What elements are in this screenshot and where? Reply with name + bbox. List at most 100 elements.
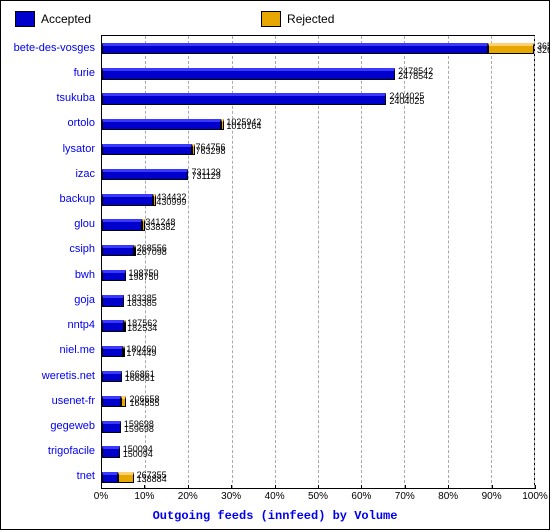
bar-accepted xyxy=(102,194,153,205)
bar-accepted xyxy=(102,295,124,306)
x-tick-label: 30% xyxy=(221,491,241,502)
bar-accepted xyxy=(102,270,126,281)
value-label-bottom: 430999 xyxy=(156,198,186,207)
y-axis-label[interactable]: tnet xyxy=(77,470,95,482)
bar-accepted xyxy=(102,169,188,180)
bar-rejected xyxy=(142,219,145,230)
y-axis-label[interactable]: usenet-fr xyxy=(52,395,95,407)
grid-line xyxy=(491,36,492,488)
plot-area: bete-des-vosges furie tsukuba ortolo lysator… xyxy=(1,35,549,489)
value-label-bottom: 138884 xyxy=(137,475,167,484)
y-axis-label[interactable]: niel.me xyxy=(60,344,95,356)
x-tick-mark xyxy=(144,485,145,489)
bar-rejected xyxy=(123,346,126,357)
x-tick-mark xyxy=(361,485,362,489)
x-tick-mark xyxy=(492,485,493,489)
legend: Accepted Rejected xyxy=(1,5,549,33)
x-tick-mark xyxy=(318,485,319,489)
bars-region: 3652777326561124785422478542240402524040… xyxy=(101,35,535,489)
bar-rejected xyxy=(124,320,127,331)
y-axis-label[interactable]: tsukuba xyxy=(56,92,95,104)
bar-accepted xyxy=(102,421,121,432)
bar-accepted xyxy=(102,245,134,256)
x-tick-mark xyxy=(448,485,449,489)
x-axis: 0% 10% 20% 30% 40% 50% 60% 70% 80% 90% 100% Outgoi… xyxy=(1,489,549,529)
x-tick-mark xyxy=(405,485,406,489)
y-axis-label[interactable]: lysator xyxy=(63,143,95,155)
y-axis-label[interactable]: bwh xyxy=(75,269,95,281)
bar-rejected xyxy=(121,396,126,407)
x-axis-title: Outgoing feeds (innfeed) by Volume xyxy=(1,509,549,523)
value-label-bottom: 267098 xyxy=(137,248,167,257)
y-axis-label[interactable]: glou xyxy=(74,218,95,230)
bar-accepted xyxy=(102,43,488,54)
y-axis-label[interactable]: ortolo xyxy=(67,117,95,129)
value-label-bottom: 183385 xyxy=(127,299,157,308)
x-tick-mark xyxy=(535,485,536,489)
x-tick-label: 10% xyxy=(134,491,154,502)
y-axis-label[interactable]: csiph xyxy=(69,243,95,255)
bar-accepted xyxy=(102,371,122,382)
x-tick-label: 40% xyxy=(265,491,285,502)
bar-rejected xyxy=(153,194,156,205)
bar-accepted xyxy=(102,346,123,357)
legend-swatch xyxy=(261,11,281,27)
x-tick-label: 90% xyxy=(482,491,502,502)
legend-item: Rejected xyxy=(261,11,334,27)
value-label-bottom: 182534 xyxy=(127,324,157,333)
value-label-bottom: 174449 xyxy=(126,349,156,358)
legend-item: Accepted xyxy=(15,11,91,27)
value-label-bottom: 1010164 xyxy=(226,122,261,131)
y-axis-label[interactable]: bete-des-vosges xyxy=(14,42,95,54)
x-tick-label: 60% xyxy=(351,491,371,502)
value-label-bottom: 731129 xyxy=(191,172,220,181)
x-tick-label: 70% xyxy=(395,491,415,502)
y-axis-label[interactable]: backup xyxy=(60,193,95,205)
bar-accepted xyxy=(102,320,124,331)
x-tick-label: 0% xyxy=(94,491,108,502)
y-axis-label[interactable]: weretis.net xyxy=(42,370,95,382)
x-tick-mark xyxy=(231,485,232,489)
value-label-bottom: 198750 xyxy=(129,273,159,282)
y-axis-label[interactable]: izac xyxy=(75,168,95,180)
bar-accepted xyxy=(102,93,386,104)
bar-accepted xyxy=(102,446,120,457)
value-label-bottom: 159698 xyxy=(124,425,154,434)
x-tick-label: 100% xyxy=(522,491,548,502)
value-label-bottom: 763298 xyxy=(195,147,225,156)
x-tick-label: 80% xyxy=(438,491,458,502)
y-axis-label[interactable]: furie xyxy=(74,67,95,79)
value-label-bottom: 150094 xyxy=(123,450,153,459)
y-axis-label[interactable]: trigofacile xyxy=(48,445,95,457)
legend-swatch xyxy=(15,11,35,27)
x-tick-label: 50% xyxy=(308,491,328,502)
bar-rejected xyxy=(118,472,133,483)
grid-line xyxy=(534,36,535,488)
y-axis-label[interactable]: gegeweb xyxy=(50,420,95,432)
y-axis-labels: bete-des-vosges furie tsukuba ortolo lysator… xyxy=(1,35,99,489)
bar-accepted xyxy=(102,396,121,407)
chart-container: Accepted Rejected bete-des-vosges furie tsu… xyxy=(0,0,550,530)
y-axis-label[interactable]: nntp4 xyxy=(67,319,95,331)
bar-accepted xyxy=(102,219,142,230)
bar-accepted xyxy=(102,144,192,155)
legend-label: Rejected xyxy=(287,12,334,26)
y-axis-label[interactable]: goja xyxy=(74,294,95,306)
value-label-bottom: 164855 xyxy=(129,399,159,408)
value-label-bottom: 3265611 xyxy=(537,46,550,55)
legend-label: Accepted xyxy=(41,12,91,26)
grid-line xyxy=(448,36,449,488)
value-label-bottom: 338382 xyxy=(145,223,175,232)
value-label-bottom: 2478542 xyxy=(398,72,433,81)
bar-rejected xyxy=(488,43,534,54)
value-label-bottom: 2404025 xyxy=(389,97,424,106)
x-tick-label: 20% xyxy=(178,491,198,502)
bar-accepted xyxy=(102,472,118,483)
x-tick-mark xyxy=(188,485,189,489)
bar-rejected xyxy=(221,119,224,130)
x-tick-mark xyxy=(101,485,102,489)
x-tick-mark xyxy=(275,485,276,489)
bar-accepted xyxy=(102,68,395,79)
value-label-bottom: 166861 xyxy=(125,374,155,383)
bar-accepted xyxy=(102,119,221,130)
